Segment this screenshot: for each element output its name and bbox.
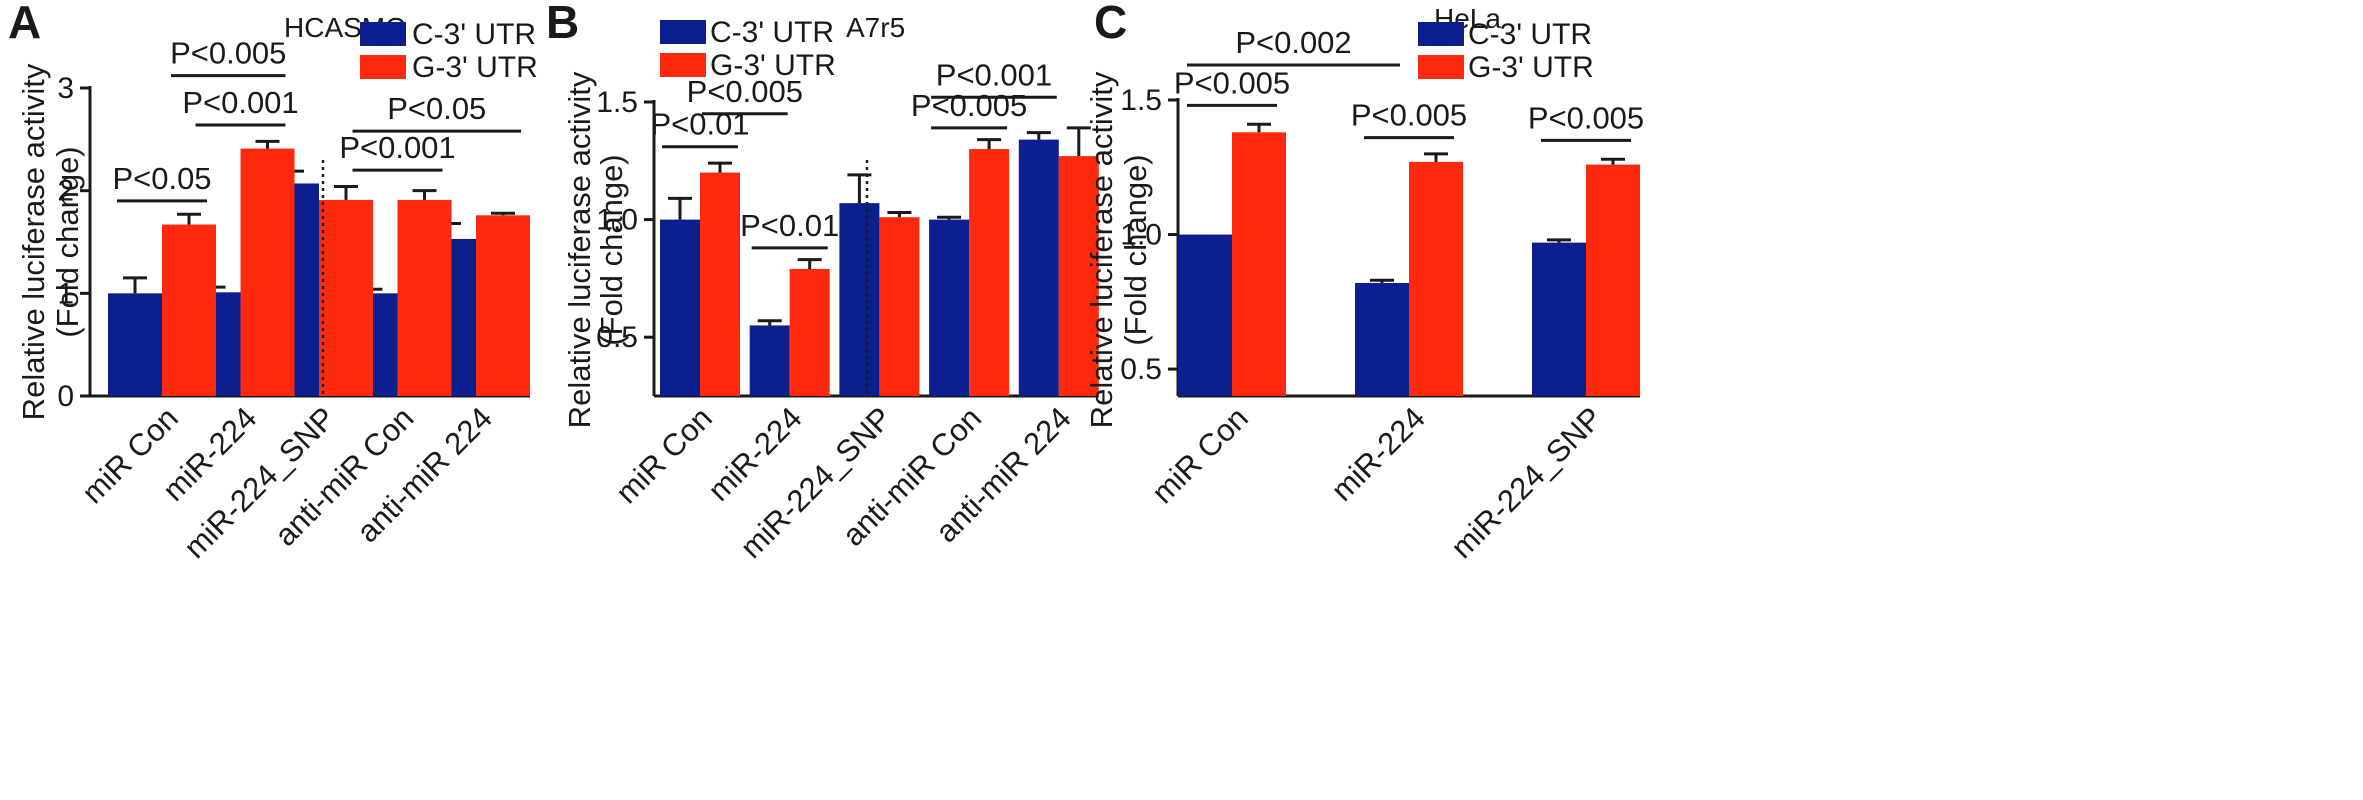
p-value-label: P<0.01: [740, 208, 839, 243]
y-tick-label: 1.5: [596, 86, 638, 119]
panel-letter: B: [546, 0, 579, 48]
legend-swatch: [1418, 55, 1464, 79]
bar-g-utr-3: [397, 199, 452, 396]
y-tick-label: 3: [57, 72, 74, 105]
bar-g-utr-2: [1586, 164, 1640, 396]
bar-c-utr-1: [1355, 282, 1409, 396]
bar-g-utr-0: [1232, 132, 1286, 397]
y-axis-label-unit: (Fold change): [1118, 154, 1153, 345]
bar-c-utr-3: [929, 219, 970, 396]
y-axis-label: Relative luciferase activity: [16, 63, 51, 420]
panel-letter: A: [8, 0, 41, 48]
bar-c-utr-2: [839, 203, 880, 396]
legend-swatch: [360, 55, 406, 79]
p-value-label: P<0.001: [936, 57, 1052, 92]
bar-g-utr-2: [879, 217, 920, 396]
legend-swatch: [360, 22, 406, 46]
x-category-label: miR-224_SNP: [1444, 400, 1609, 565]
legend-label: G-3' UTR: [412, 51, 538, 84]
bar-g-utr-1: [789, 268, 830, 396]
legend-label: C-3' UTR: [412, 18, 536, 51]
bar-c-utr-0: [1178, 234, 1232, 396]
y-axis-label-unit: (Fold change): [50, 146, 85, 337]
y-tick-label: 0.5: [1120, 353, 1162, 386]
p-value-label: P<0.002: [1235, 25, 1351, 60]
y-tick-label: 0: [57, 380, 74, 413]
x-category-label: miR-224: [1324, 400, 1432, 508]
p-value-label: P<0.01: [650, 107, 749, 142]
p-value-label: P<0.005: [1351, 98, 1467, 133]
bar-g-utr-1: [240, 148, 295, 396]
y-axis-label-unit: (Fold change): [594, 154, 629, 345]
bar-c-utr-2: [1532, 242, 1586, 396]
p-value-label: P<0.05: [387, 91, 486, 126]
p-value-label: P<0.001: [182, 85, 298, 120]
bar-g-utr-2: [319, 199, 373, 396]
bar-g-utr-1: [1409, 161, 1463, 396]
cell-line-label: A7r5: [846, 12, 905, 43]
legend-label: C-3' UTR: [1468, 18, 1592, 51]
y-axis-label: Relative luciferase activity: [562, 71, 597, 428]
y-tick-label: 2: [57, 175, 74, 208]
x-category-label: miR Con: [609, 400, 719, 510]
bar-g-utr-3: [969, 149, 1010, 396]
bar-c-utr-0: [660, 219, 700, 396]
p-value-label: P<0.001: [339, 130, 455, 165]
y-tick-label: 1.0: [596, 204, 638, 237]
p-value-label: P<0.005: [170, 36, 286, 71]
legend-label: G-3' UTR: [710, 49, 836, 82]
bar-g-utr-0: [162, 224, 216, 396]
y-tick-label: 1.0: [1120, 219, 1162, 252]
bar-c-utr-0: [108, 293, 162, 396]
p-value-label: P<0.005: [687, 74, 803, 109]
legend-label: C-3' UTR: [710, 16, 834, 49]
legend-swatch: [660, 20, 706, 44]
y-tick-label: 1.5: [1120, 84, 1162, 117]
bar-g-utr-0: [700, 172, 740, 396]
p-value-label: P<0.005: [1528, 100, 1644, 135]
legend-label: G-3' UTR: [1468, 51, 1594, 84]
x-category-label: miR Con: [1145, 400, 1255, 510]
p-value-label: P<0.005: [1174, 65, 1290, 100]
y-tick-label: 0.5: [596, 321, 638, 354]
p-value-label: P<0.005: [911, 88, 1027, 123]
y-tick-label: 1: [57, 277, 74, 310]
bar-c-utr-4: [1018, 139, 1059, 396]
p-value-label: P<0.05: [112, 161, 211, 196]
bar-g-utr-4: [476, 215, 530, 396]
panel-letter: C: [1094, 0, 1127, 48]
bar-c-utr-1: [749, 325, 790, 396]
y-axis-label: Relative luciferase activity: [1084, 71, 1119, 428]
legend-swatch: [660, 53, 706, 77]
bar-g-utr-4: [1058, 156, 1099, 396]
legend-swatch: [1418, 22, 1464, 46]
